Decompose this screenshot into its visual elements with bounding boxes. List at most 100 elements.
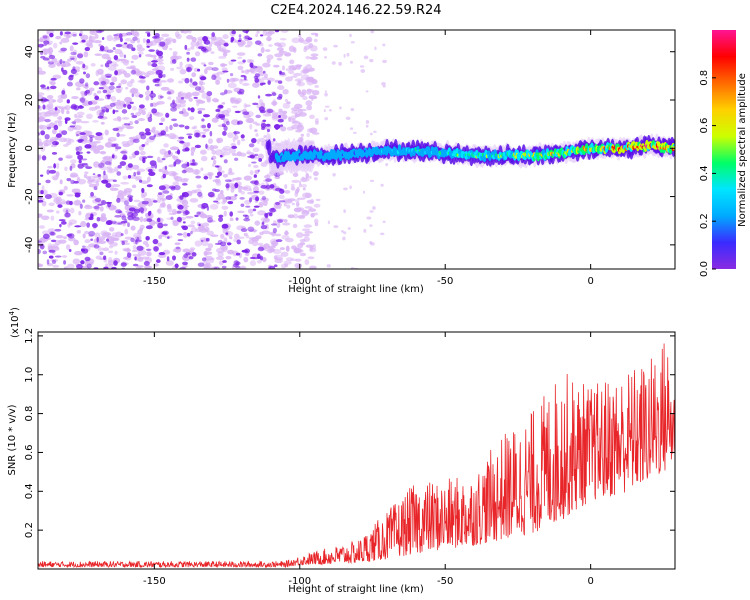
noise-blob-faint <box>284 98 288 103</box>
colorbar-axis: 0.0 0.2 0.4 0.6 0.8 <box>699 70 716 277</box>
noise-blob <box>42 35 48 39</box>
noise-blob-sparse <box>369 179 375 183</box>
noise-blob-faint <box>260 47 265 54</box>
noise-blob-faint <box>46 31 51 35</box>
noise-blob-faint <box>57 98 63 103</box>
noise-blob-faint <box>257 242 264 246</box>
noise-blob <box>218 216 224 223</box>
noise-blob <box>116 197 121 203</box>
noise-blob-sparse <box>343 231 347 235</box>
noise-blob-faint <box>100 247 105 251</box>
noise-blob <box>136 245 144 251</box>
noise-blob-faint <box>237 56 243 60</box>
noise-blob <box>101 109 106 113</box>
noise-blob-faint <box>279 37 287 41</box>
noise-blob <box>70 57 75 60</box>
noise-blob <box>146 32 151 37</box>
noise-blob-faint <box>243 256 249 263</box>
noise-blob-sparse <box>333 44 338 48</box>
noise-blob-faint <box>95 180 100 187</box>
noise-blob <box>171 118 177 122</box>
spectrogram-heatmap <box>38 30 675 269</box>
noise-blob <box>69 200 73 206</box>
noise-blob-faint <box>200 155 208 162</box>
noise-blob-faint <box>224 114 230 117</box>
spectrogram-y-tick-label: 20 <box>24 94 35 107</box>
noise-blob <box>99 251 104 256</box>
noise-blob-faint <box>55 234 64 239</box>
noise-blob <box>82 199 86 203</box>
noise-blob <box>278 114 281 119</box>
noise-blob-faint <box>278 108 283 113</box>
noise-blob-faint <box>306 79 315 86</box>
noise-blob-faint <box>83 173 88 179</box>
noise-blob-faint <box>223 89 233 94</box>
spectrogram-y-axis: -40 -20 0 20 40 <box>24 45 675 253</box>
noise-blob-faint <box>220 189 224 195</box>
noise-blob-sparse <box>369 58 374 63</box>
noise-blob <box>248 143 255 148</box>
noise-blob <box>66 99 70 104</box>
noise-blob-faint <box>291 179 300 183</box>
noise-blob <box>258 158 263 162</box>
noise-blob <box>244 214 250 220</box>
noise-blob <box>278 200 286 203</box>
noise-blob-faint <box>84 239 91 244</box>
noise-blob-faint <box>137 107 147 111</box>
spectrogram-y-tick-label: 40 <box>24 45 35 58</box>
noise-blob <box>205 143 208 149</box>
noise-blob-faint <box>184 96 190 100</box>
noise-blob-faint <box>297 89 302 95</box>
noise-blob-faint <box>155 102 160 106</box>
noise-blob <box>105 108 110 113</box>
noise-blob-faint <box>103 106 110 109</box>
noise-blob-faint <box>88 106 98 111</box>
noise-blob <box>188 255 194 260</box>
noise-blob-faint <box>52 74 62 80</box>
noise-blob-faint <box>205 247 212 252</box>
noise-blob <box>132 138 140 144</box>
noise-blob <box>117 222 123 225</box>
noise-blob-sparse <box>345 116 351 121</box>
noise-blob-faint <box>81 130 91 137</box>
noise-blob-faint <box>211 266 218 269</box>
noise-blob <box>77 139 83 143</box>
noise-blob <box>215 175 220 178</box>
noise-blob-faint <box>302 187 306 191</box>
noise-blob <box>148 171 156 177</box>
snr-y-tick-label: 1.0 <box>24 367 35 383</box>
noise-blob <box>226 78 230 83</box>
noise-blob-sparse <box>382 220 386 224</box>
noise-blob-faint <box>314 218 319 224</box>
noise-blob <box>44 194 52 200</box>
noise-blob <box>113 54 119 61</box>
noise-blob-faint <box>215 197 221 201</box>
noise-blob <box>46 86 50 90</box>
noise-blob <box>237 120 244 125</box>
noise-blob <box>234 110 241 114</box>
noise-blob-faint <box>305 172 310 179</box>
noise-blob <box>84 256 91 262</box>
spectrogram-x-axis: -150 -100 -50 0 <box>143 30 594 287</box>
noise-blob-faint <box>295 113 301 118</box>
noise-blob <box>219 154 223 158</box>
noise-blob <box>234 130 237 136</box>
noise-blob <box>207 217 213 223</box>
noise-blob <box>120 262 127 267</box>
noise-blob-faint <box>247 208 254 214</box>
noise-blob-faint <box>131 54 139 60</box>
noise-blob-faint <box>154 112 164 117</box>
noise-blob <box>48 54 56 60</box>
noise-blob-sparse <box>313 38 318 43</box>
noise-blob <box>136 236 140 241</box>
noise-blob-sparse <box>313 212 318 216</box>
noise-blob-faint <box>200 241 209 247</box>
noise-blob-faint <box>182 248 191 253</box>
noise-blob <box>245 205 251 208</box>
noise-blob <box>81 39 86 43</box>
noise-blob-faint <box>125 86 129 90</box>
noise-blob <box>199 76 207 81</box>
noise-blob-faint <box>273 255 278 260</box>
colorbar-tick-label: 0.4 <box>699 165 710 181</box>
noise-blob-faint <box>252 147 260 153</box>
